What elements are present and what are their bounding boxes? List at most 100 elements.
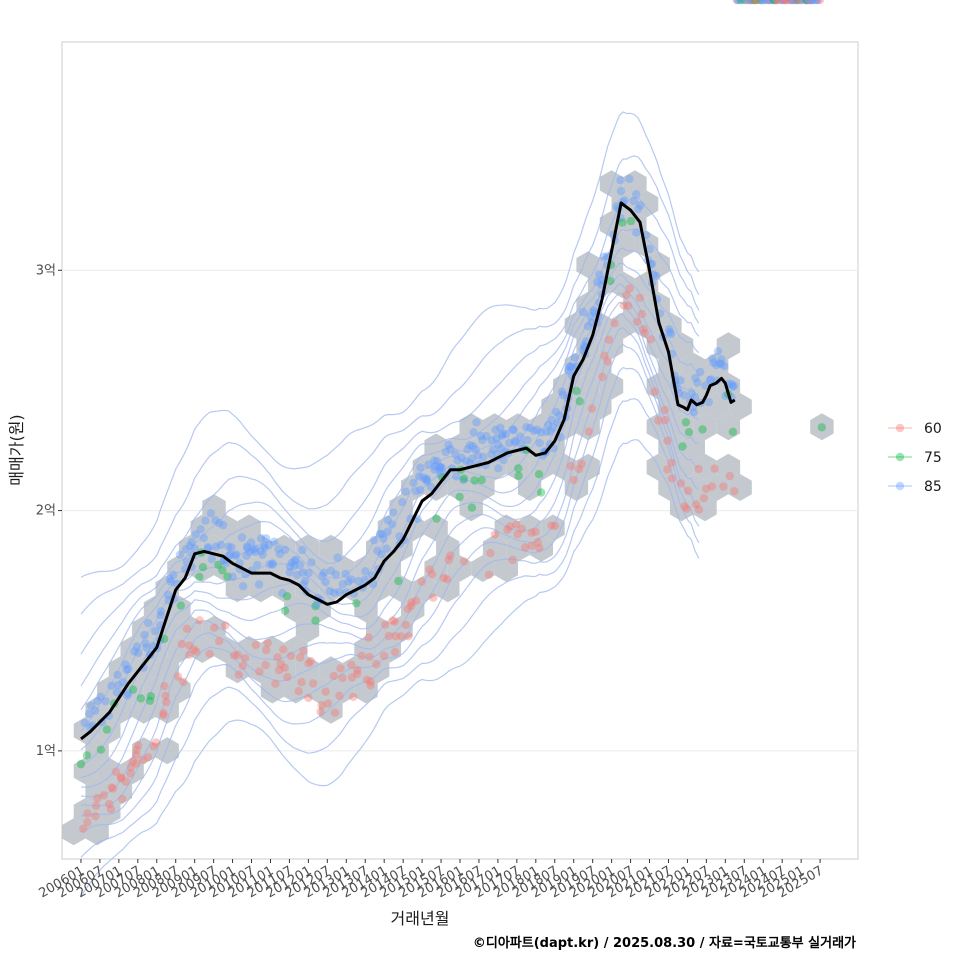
point-area-75 xyxy=(736,0,746,5)
point-area-60 xyxy=(503,525,512,534)
plot-panel xyxy=(61,0,859,897)
point-area-85 xyxy=(632,228,641,237)
hexbin-cell xyxy=(693,453,717,481)
hexbin-cell xyxy=(73,798,98,825)
point-area-85 xyxy=(87,701,96,710)
point-area-85 xyxy=(142,643,151,652)
point-area-85 xyxy=(387,520,397,529)
point-area-60 xyxy=(391,632,400,641)
point-area-60 xyxy=(520,543,530,552)
point-area-60 xyxy=(444,555,453,565)
point-area-85 xyxy=(247,538,256,547)
point-area-60 xyxy=(691,500,701,509)
point-area-85 xyxy=(107,681,116,690)
point-area-85 xyxy=(497,444,506,453)
point-area-85 xyxy=(496,423,505,432)
point-area-85 xyxy=(717,355,726,364)
point-area-85 xyxy=(290,561,299,571)
point-area-60 xyxy=(429,593,438,602)
point-area-85 xyxy=(767,0,776,5)
hexbin-cell xyxy=(97,757,121,785)
point-area-85 xyxy=(224,542,233,551)
point-area-85 xyxy=(501,429,511,439)
hexbin-cell xyxy=(225,575,250,603)
point-area-60 xyxy=(600,351,609,360)
point-area-85 xyxy=(593,277,602,287)
point-area-60 xyxy=(795,0,804,5)
point-area-60 xyxy=(403,604,412,614)
point-area-85 xyxy=(268,559,277,568)
point-area-75 xyxy=(626,216,636,226)
point-area-85 xyxy=(169,570,178,580)
point-area-60 xyxy=(128,757,137,766)
point-area-85 xyxy=(586,312,595,321)
point-area-60 xyxy=(177,639,186,649)
point-area-75 xyxy=(514,464,523,473)
point-area-85 xyxy=(559,390,568,400)
point-area-85 xyxy=(687,389,696,398)
point-area-85 xyxy=(416,485,425,494)
point-area-85 xyxy=(421,475,431,484)
point-area-60 xyxy=(323,699,333,708)
point-area-60 xyxy=(791,0,800,5)
point-area-85 xyxy=(565,362,574,372)
point-area-60 xyxy=(619,301,628,310)
hexbin-cell xyxy=(225,656,250,684)
hexbin-cell xyxy=(646,413,670,441)
point-area-85 xyxy=(260,543,269,553)
point-area-60 xyxy=(765,0,774,5)
point-area-60 xyxy=(663,465,672,474)
point-area-85 xyxy=(331,570,340,579)
point-area-60 xyxy=(508,555,517,565)
point-area-60 xyxy=(486,549,495,558)
point-area-60 xyxy=(132,759,141,768)
point-area-75 xyxy=(455,492,464,502)
point-area-60 xyxy=(598,372,607,382)
point-area-60 xyxy=(815,0,825,5)
point-area-85 xyxy=(295,560,305,569)
point-area-85 xyxy=(676,376,685,385)
point-area-60 xyxy=(79,824,88,833)
point-area-60 xyxy=(459,557,469,566)
hexbin-cell xyxy=(541,393,565,420)
point-area-60 xyxy=(251,640,261,650)
point-area-75 xyxy=(432,514,441,523)
point-area-60 xyxy=(162,697,171,707)
point-area-60 xyxy=(189,645,198,654)
point-area-85 xyxy=(452,472,461,481)
point-area-85 xyxy=(542,427,551,436)
point-area-60 xyxy=(661,415,670,425)
point-area-85 xyxy=(373,546,382,555)
point-area-75 xyxy=(176,601,185,610)
point-area-60 xyxy=(640,328,650,338)
legend-label: 85 xyxy=(924,479,942,495)
point-area-75 xyxy=(459,474,469,483)
hexbin-cell xyxy=(634,231,659,258)
point-area-60 xyxy=(776,0,786,5)
point-area-85 xyxy=(383,527,392,536)
point-area-85 xyxy=(583,322,593,331)
point-area-85 xyxy=(156,611,165,620)
point-area-85 xyxy=(762,0,771,5)
point-area-85 xyxy=(369,535,379,545)
point-area-60 xyxy=(635,293,644,302)
point-area-60 xyxy=(753,0,762,5)
point-area-60 xyxy=(774,0,784,5)
point-area-85 xyxy=(666,329,676,339)
point-area-60 xyxy=(694,505,704,514)
point-area-60 xyxy=(710,464,719,473)
point-area-60 xyxy=(83,818,92,827)
point-area-85 xyxy=(124,689,133,698)
point-area-85 xyxy=(548,423,558,432)
point-area-85 xyxy=(134,648,143,658)
point-area-85 xyxy=(446,444,455,454)
point-area-85 xyxy=(712,360,721,370)
point-area-85 xyxy=(578,307,588,317)
point-area-85 xyxy=(557,387,567,396)
point-area-85 xyxy=(335,587,344,597)
density-contour xyxy=(80,228,700,687)
point-area-60 xyxy=(205,649,214,658)
point-area-75 xyxy=(145,696,155,705)
point-area-60 xyxy=(587,404,596,413)
point-area-60 xyxy=(121,777,131,786)
